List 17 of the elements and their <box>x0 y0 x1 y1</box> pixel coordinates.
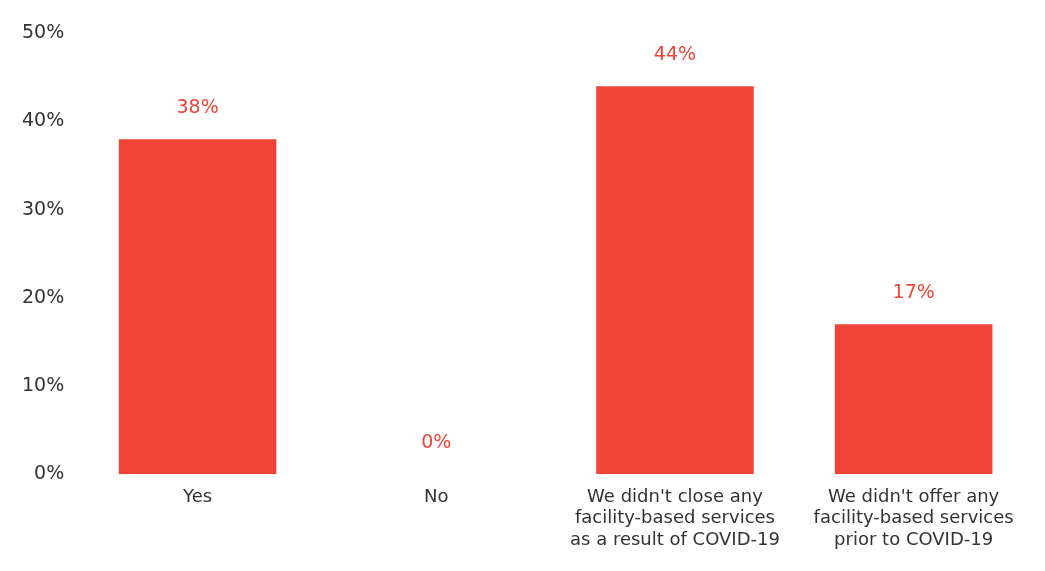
y-tick-label: 10% <box>22 372 65 395</box>
x-tick-label: No <box>424 484 449 506</box>
x-tick-label: Yes <box>182 484 213 506</box>
data-label: 0% <box>421 429 452 452</box>
data-label: 38% <box>176 94 219 117</box>
data-label: 17% <box>892 279 935 302</box>
bar <box>596 86 754 475</box>
bar <box>834 324 993 475</box>
y-tick-label: 0% <box>34 461 65 484</box>
x-tick-label: We didn't offer any facility-based services prior to COVID-19 <box>813 484 1014 549</box>
y-tick-label: 50% <box>22 20 65 43</box>
bar <box>118 139 277 475</box>
y-tick-label: 20% <box>22 284 65 307</box>
x-tick-label: We didn't close any facility-based services as a result of COVID-19 <box>570 484 780 549</box>
y-tick-label: 40% <box>22 108 65 131</box>
y-tick-label: 30% <box>22 196 65 219</box>
data-label: 44% <box>653 41 697 64</box>
